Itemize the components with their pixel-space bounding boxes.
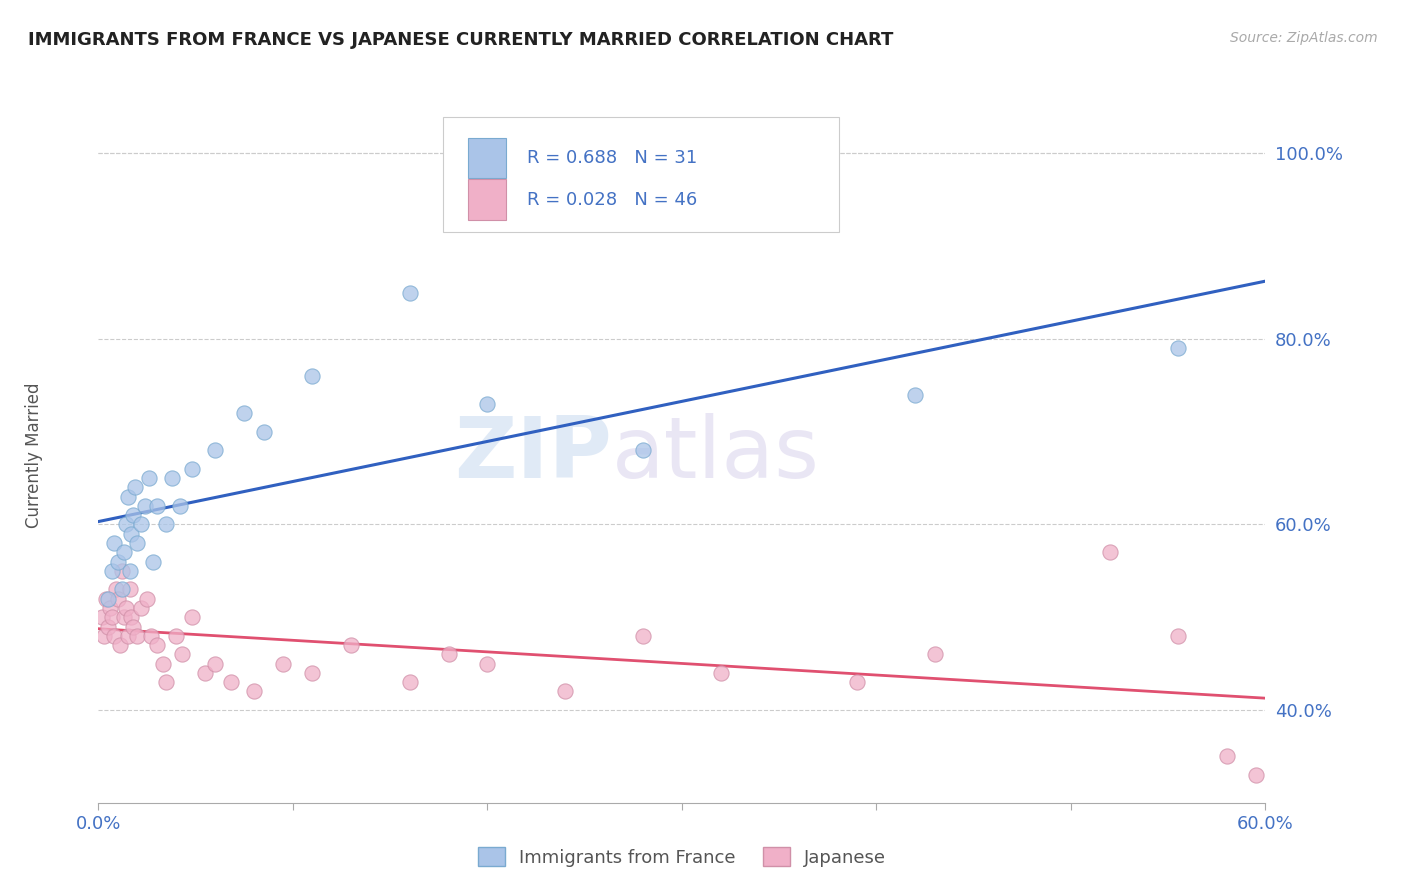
Point [121,526,143,541]
Point [108,638,131,652]
Point [129,517,152,532]
Point [155,517,177,532]
Text: IMMIGRANTS FROM FRANCE VS JAPANESE CURRENTLY MARRIED CORRELATION CHART: IMMIGRANTS FROM FRANCE VS JAPANESE CURRE… [28,31,893,49]
Text: R = 0.688   N = 31: R = 0.688 N = 31 [527,149,697,167]
Legend: Immigrants from France, Japanese: Immigrants from France, Japanese [471,840,893,874]
Point [111,582,134,597]
Point [162,471,184,485]
Point [398,675,420,690]
Point [437,648,460,662]
Point [924,648,946,662]
Point [271,657,294,671]
Point [631,443,654,458]
Point [122,508,145,523]
Text: R = 0.028   N = 46: R = 0.028 N = 46 [527,191,697,209]
Point [103,629,125,643]
Point [204,443,226,458]
Point [243,684,266,698]
FancyBboxPatch shape [468,179,506,219]
Point [101,610,124,624]
Point [180,610,202,624]
Text: ZIP: ZIP [454,413,612,497]
Point [1167,341,1189,355]
Point [180,462,202,476]
Point [97,591,120,606]
Point [139,629,162,643]
Point [118,564,141,578]
Point [845,675,868,690]
Point [301,665,323,680]
Point [301,369,323,384]
Point [155,675,177,690]
Point [111,564,134,578]
Point [477,657,499,671]
Point [398,285,420,300]
Point [554,684,576,698]
Point [103,536,125,550]
Point [134,499,156,513]
Point [477,397,499,411]
Text: Source: ZipAtlas.com: Source: ZipAtlas.com [1230,31,1378,45]
Point [169,499,191,513]
Point [121,610,143,624]
Point [146,638,169,652]
Point [91,610,114,624]
Point [170,648,193,662]
Point [124,480,146,494]
Point [101,564,124,578]
Point [127,629,149,643]
Point [1098,545,1121,559]
Point [138,471,160,485]
Point [1167,629,1189,643]
Point [107,591,129,606]
Point [117,490,139,504]
Point [204,657,226,671]
Point [107,555,129,569]
Point [122,619,145,633]
Point [136,591,159,606]
Point [97,619,120,633]
Point [194,665,217,680]
Point [96,591,118,606]
Point [118,582,141,597]
Point [253,425,276,439]
Point [112,545,135,559]
Point [104,582,127,597]
Point [631,629,654,643]
Point [1215,749,1237,764]
Text: atlas: atlas [612,413,820,497]
FancyBboxPatch shape [468,137,506,178]
Point [98,601,121,615]
Point [117,629,139,643]
Point [1244,768,1267,782]
Point [129,601,152,615]
Point [127,536,149,550]
Point [93,629,115,643]
Point [233,406,256,420]
Point [142,555,165,569]
Point [165,629,187,643]
Point [904,387,927,401]
Point [340,638,363,652]
Point [152,657,174,671]
FancyBboxPatch shape [443,118,839,232]
Point [146,499,169,513]
Text: Currently Married: Currently Married [25,382,44,528]
Point [710,665,733,680]
Point [219,675,242,690]
Point [112,610,135,624]
Point [114,601,136,615]
Point [114,517,136,532]
